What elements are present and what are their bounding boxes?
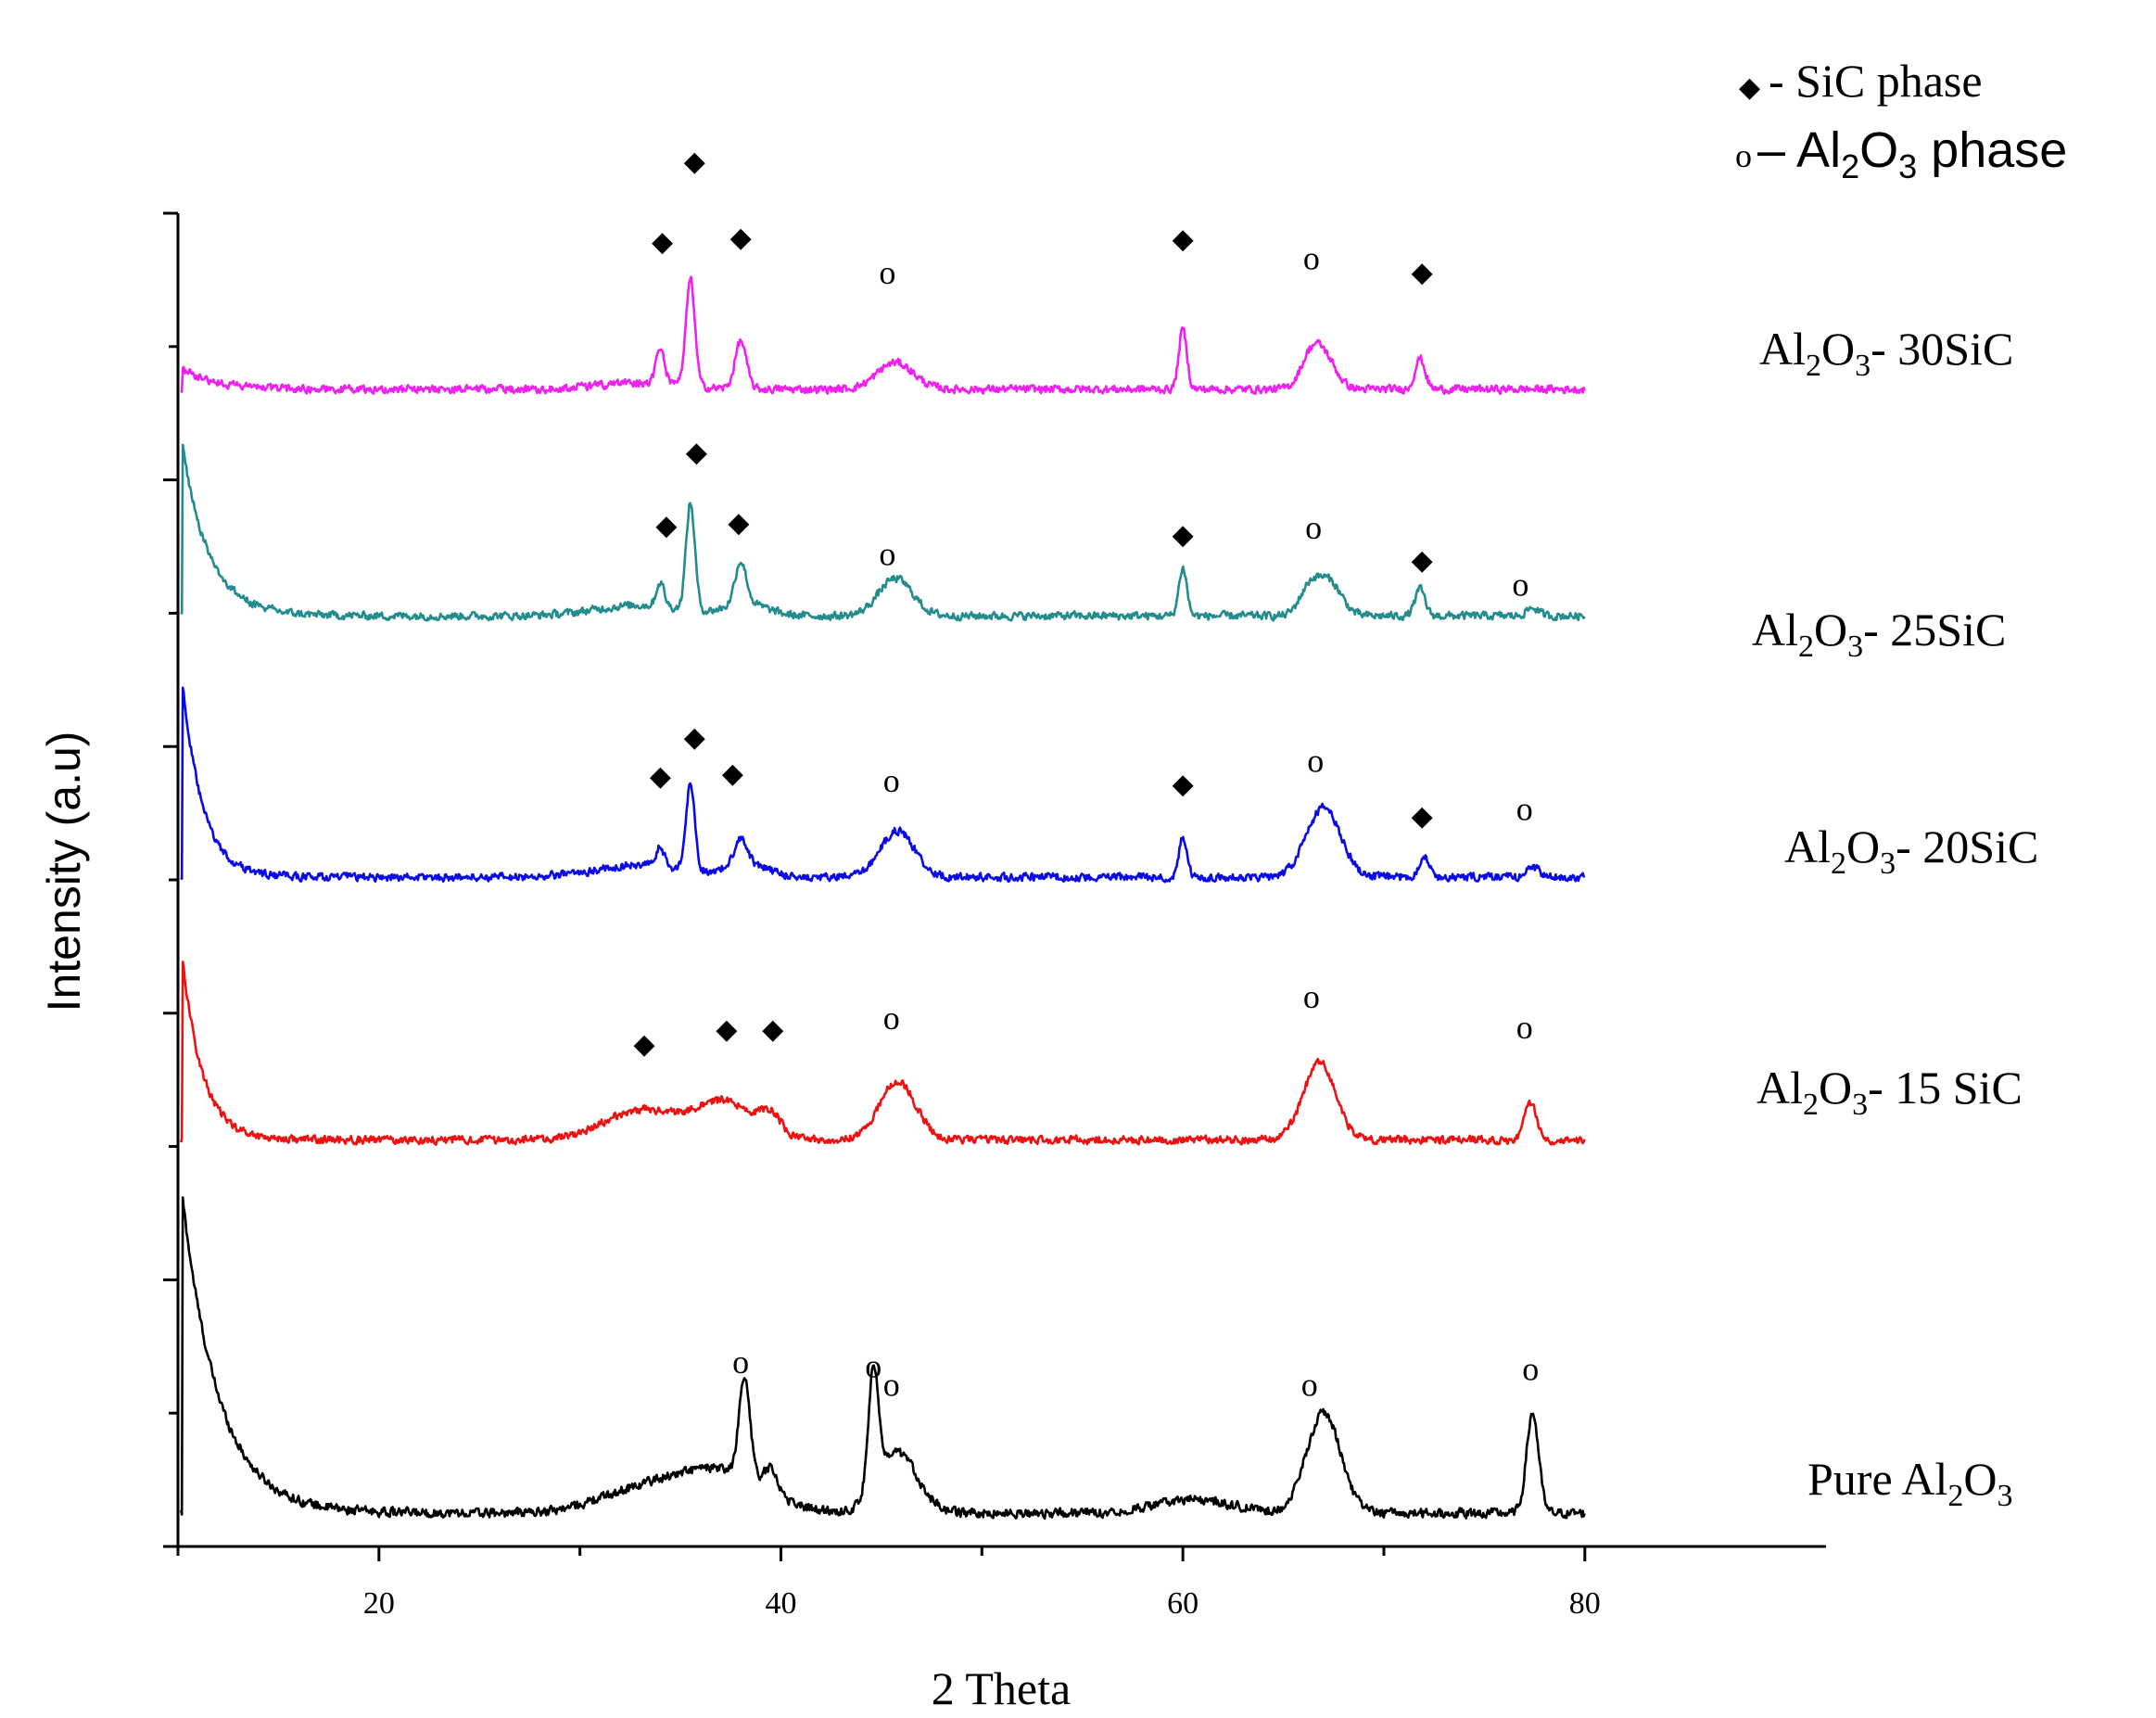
series-label-1: Al2O3- 15 SiC (1757, 1062, 2023, 1122)
legend-al2o3-symbol: o (1735, 137, 1752, 174)
legend-al2o3-text: – Al2O3 phase (1757, 122, 2067, 185)
al2o3-marker: o (883, 1367, 900, 1404)
legend-sic-symbol: ◆ (1739, 72, 1760, 103)
sic-marker: ◆ (1173, 223, 1194, 254)
sic-marker: ◆ (650, 761, 671, 792)
y-axis-title: Intensity (a.u) (38, 732, 90, 1012)
series-line-4 (180, 275, 1586, 396)
sic-marker: ◆ (1173, 770, 1194, 800)
sic-marker: ◆ (655, 511, 677, 541)
sic-marker: ◆ (1173, 520, 1194, 551)
sic-marker: ◆ (1412, 545, 1433, 576)
x-axis-title: 2 Theta (932, 1662, 1071, 1714)
al2o3-marker: o (1522, 1350, 1539, 1387)
axes: 20 40 60 80 (163, 211, 1826, 1621)
al2o3-marker: o (732, 1343, 749, 1381)
series-labels: Pure Al2O3 Al2O3- 15 SiC Al2O3- 20SiC Al2O3… (1752, 323, 2038, 1513)
sic-marker: ◆ (634, 1029, 655, 1060)
al2o3-marker: o (1516, 1009, 1533, 1046)
al2o3-marker: o (879, 254, 895, 291)
al2o3-marker: o (883, 762, 900, 799)
series-line-0 (180, 1196, 1586, 1521)
series-label-4: Al2O3- 30SiC (1759, 323, 2013, 383)
al2o3-marker: o (1303, 978, 1320, 1015)
sic-marker: ◆ (684, 146, 705, 177)
al2o3-marker: o (865, 1347, 881, 1384)
series-label-0: Pure Al2O3 (1807, 1453, 2013, 1513)
sic-marker: ◆ (730, 223, 752, 253)
sic-marker: ◆ (728, 508, 749, 539)
sic-marker: ◆ (762, 1014, 783, 1045)
series-line-2 (180, 686, 1586, 884)
al2o3-marker: o (883, 999, 900, 1037)
x-tick-label: 20 (363, 1586, 395, 1621)
al2o3-marker: o (879, 536, 895, 573)
sic-marker: ◆ (652, 226, 673, 257)
al2o3-marker: o (1301, 1367, 1318, 1404)
al2o3-marker: o (1307, 743, 1324, 780)
al2o3-marker: o (1303, 239, 1320, 276)
series-line-1 (180, 961, 1586, 1146)
series-line-3 (180, 443, 1586, 622)
al2o3-marker: o (1512, 566, 1528, 604)
sic-marker: ◆ (684, 722, 705, 753)
sic-marker: ◆ (722, 758, 743, 789)
series-label-3: Al2O3- 25SiC (1752, 604, 2006, 664)
sic-marker: ◆ (686, 437, 707, 467)
legend: ◆ - SiC phase o – Al2O3 phase (1735, 55, 2067, 185)
sic-marker: ◆ (716, 1014, 737, 1045)
sic-marker: ◆ (1412, 801, 1433, 832)
plot-area (180, 275, 1586, 1521)
sic-marker: ◆ (1412, 257, 1433, 287)
al2o3-marker: o (1516, 790, 1533, 827)
x-tick-label: 40 (765, 1586, 796, 1621)
al2o3-marker: o (1305, 509, 1322, 546)
legend-sic-text: - SiC phase (1769, 55, 1983, 107)
series-label-2: Al2O3- 20SiC (1784, 821, 2038, 881)
x-tick-label: 80 (1569, 1586, 1601, 1621)
x-tick-label: 60 (1167, 1586, 1198, 1621)
